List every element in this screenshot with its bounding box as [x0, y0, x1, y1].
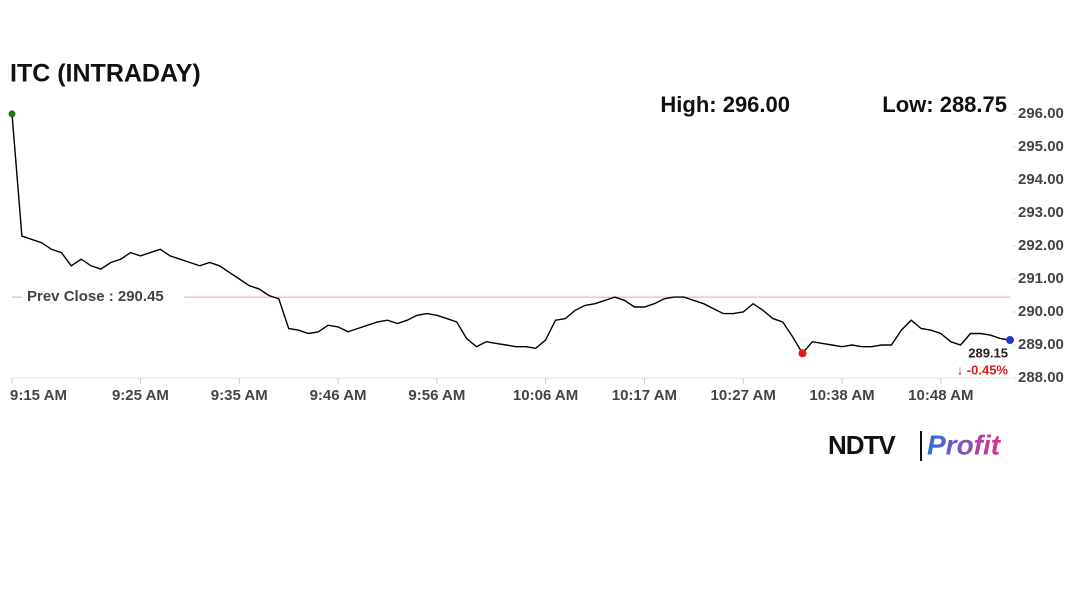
y-tick-label: 291.00	[1018, 270, 1064, 287]
prev-close-label: Prev Close : 290.45	[27, 288, 164, 305]
y-tick-label: 295.00	[1018, 138, 1064, 155]
prev-close-bg	[22, 287, 184, 308]
start-marker	[8, 110, 16, 118]
end-marker	[1006, 336, 1014, 345]
x-tick-label: 9:15 AM	[10, 387, 67, 404]
y-tick-label: 296.00	[1018, 105, 1064, 122]
logo-profit: Profit	[927, 429, 1002, 460]
x-tick-label: 10:48 AM	[908, 387, 973, 404]
chart-title: ITC (INTRADAY)	[10, 60, 201, 88]
x-tick-label: 10:27 AM	[711, 387, 776, 404]
y-tick-label: 293.00	[1018, 204, 1064, 221]
high-label: High: 296.00	[660, 92, 790, 117]
x-tick-label: 10:06 AM	[513, 387, 578, 404]
x-tick-label: 9:25 AM	[112, 387, 169, 404]
logo-ndtv: NDTV	[828, 430, 896, 460]
x-tick-label: 9:46 AM	[310, 387, 367, 404]
x-tick-label: 9:35 AM	[211, 387, 268, 404]
last-value-label: 289.15	[968, 345, 1008, 360]
y-tick-label: 292.00	[1018, 237, 1064, 254]
low-marker	[798, 349, 807, 358]
change-label: ↓ -0.45%	[957, 362, 1009, 377]
low-label: Low: 288.75	[882, 92, 1007, 117]
x-tick-label: 10:38 AM	[809, 387, 874, 404]
y-tick-label: 289.00	[1018, 336, 1064, 353]
y-tick-label: 294.00	[1018, 171, 1064, 188]
y-tick-label: 290.00	[1018, 303, 1064, 320]
y-tick-label: 288.00	[1018, 369, 1064, 386]
price-line	[11, 113, 1011, 355]
x-tick-label: 10:17 AM	[612, 387, 677, 404]
x-tick-label: 9:56 AM	[408, 387, 465, 404]
